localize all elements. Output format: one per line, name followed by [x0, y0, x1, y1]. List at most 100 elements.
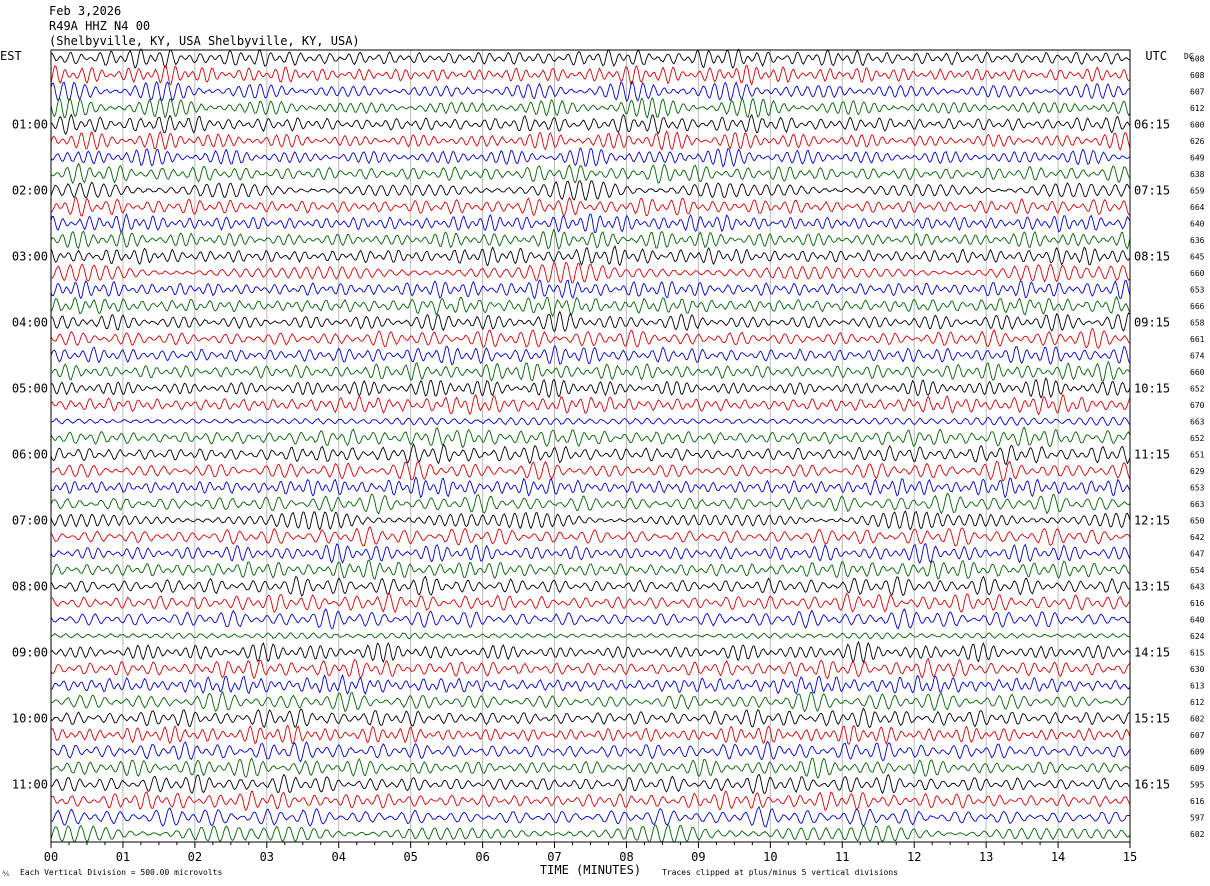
dc-offset-value: 616: [1190, 599, 1205, 608]
seismic-trace: [50, 608, 1131, 630]
dc-offset-value: 626: [1190, 137, 1205, 146]
x-tick-label: 12: [907, 850, 921, 864]
seismic-trace: [50, 805, 1130, 828]
seismic-trace: [50, 707, 1130, 729]
date-label: Feb 3,2026: [49, 4, 122, 18]
dc-offset-value: 612: [1190, 698, 1205, 707]
x-tick-label: 02: [188, 850, 202, 864]
dc-offset-value: 640: [1190, 219, 1205, 228]
dc-offset-value: 663: [1190, 417, 1205, 426]
dc-offset-value: 608: [1190, 71, 1205, 80]
seismic-trace: [50, 790, 1131, 811]
seismic-trace: [50, 394, 1131, 416]
right-hour-label: 12:15: [1134, 513, 1170, 527]
right-hour-label: 07:15: [1134, 183, 1170, 197]
dc-offset-value: 613: [1190, 681, 1205, 690]
left-hour-label: 03:00: [12, 249, 48, 263]
x-tick-label: 00: [44, 850, 58, 864]
x-tick-label: 09: [691, 850, 705, 864]
seismic-trace: [50, 295, 1131, 318]
seismic-trace: [50, 416, 1131, 427]
seismic-trace: [50, 213, 1131, 233]
seismic-trace: [50, 180, 1131, 201]
seismic-trace: [50, 48, 1131, 69]
dc-offset-value: 659: [1190, 186, 1205, 195]
seismic-trace: [50, 80, 1131, 103]
dc-offset-value: 642: [1190, 533, 1205, 542]
seismic-trace: [50, 360, 1131, 382]
seismic-trace: [50, 460, 1131, 482]
dc-offset-value: 653: [1190, 483, 1205, 492]
dc-offset-value: 602: [1190, 714, 1205, 723]
x-tick-label: 11: [835, 850, 849, 864]
dc-label: DC: [1184, 52, 1194, 61]
dc-offset-value: 609: [1190, 747, 1205, 756]
right-hour-label: 11:15: [1134, 447, 1170, 461]
seismic-trace: [50, 96, 1131, 119]
dc-offset-value: 660: [1190, 368, 1205, 377]
dc-offset-value: 595: [1190, 780, 1205, 789]
dc-offset-value: 608: [1190, 54, 1205, 63]
seismic-trace: [50, 377, 1131, 399]
x-tick-label: 13: [979, 850, 993, 864]
dc-offset-value: 640: [1190, 615, 1205, 624]
seismic-trace: [50, 327, 1131, 349]
seismic-trace: [50, 510, 1131, 531]
right-hour-label: 06:15: [1134, 117, 1170, 131]
right-hour-label: 10:15: [1134, 381, 1170, 395]
dc-offset-value: 630: [1190, 665, 1205, 674]
seismic-trace: [50, 640, 1131, 664]
seismic-trace: [50, 657, 1131, 680]
dc-offset-value: 615: [1190, 648, 1205, 657]
x-tick-label: 10: [763, 850, 777, 864]
x-tick-label: 04: [332, 850, 346, 864]
seismic-trace: [50, 261, 1131, 284]
plot-frame: [50, 49, 1131, 843]
dc-offset-value: 652: [1190, 434, 1205, 443]
x-tick-label: 08: [619, 850, 633, 864]
seismic-trace: [50, 559, 1131, 580]
seismic-trace: [50, 147, 1131, 168]
seismic-trace: [50, 245, 1131, 267]
seismic-trace: [50, 824, 1131, 843]
dc-offset-value: 654: [1190, 566, 1205, 575]
dc-offset-value: 652: [1190, 384, 1205, 393]
left-hour-label: 02:00: [12, 183, 48, 197]
dc-offset-value: 607: [1190, 731, 1205, 740]
dc-offset-value: 638: [1190, 170, 1205, 179]
dc-offset-value: 600: [1190, 120, 1205, 129]
seismic-trace: [50, 632, 1130, 640]
dc-offset-value: 663: [1190, 500, 1205, 509]
x-tick-label: 07: [547, 850, 561, 864]
dc-offset-value: 666: [1190, 302, 1205, 311]
dc-offset-value: 660: [1190, 269, 1205, 278]
seismic-trace: [50, 113, 1131, 135]
dc-offset-value: 645: [1190, 252, 1205, 261]
dc-offset-value: 597: [1190, 813, 1205, 822]
dc-offset-value: 612: [1190, 104, 1205, 113]
seismic-trace: [50, 196, 1130, 217]
seismic-trace: [50, 310, 1131, 332]
dc-offset-value: 664: [1190, 203, 1205, 212]
right-hour-label: 16:15: [1134, 777, 1170, 791]
dc-offset-value: 647: [1190, 549, 1205, 558]
left-hour-label: 09:00: [12, 645, 48, 659]
x-tick-label: 15: [1123, 850, 1137, 864]
left-hour-label: 04:00: [12, 315, 48, 329]
seismic-trace: [50, 690, 1131, 713]
seismic-trace: [50, 279, 1131, 300]
dc-offset-value: 624: [1190, 632, 1205, 641]
seismic-trace: [50, 673, 1131, 695]
seismic-trace: [50, 426, 1131, 449]
seismic-trace: [50, 543, 1131, 564]
x-tick-label: 05: [403, 850, 417, 864]
dc-offset-value: 649: [1190, 153, 1205, 162]
x-tick-label: 06: [475, 850, 489, 864]
left-hour-label: 06:00: [12, 447, 48, 461]
right-hour-label: 14:15: [1134, 645, 1170, 659]
right-hour-label: 13:15: [1134, 579, 1170, 593]
right-hour-label: 08:15: [1134, 249, 1170, 263]
left-hour-label: 07:00: [12, 513, 48, 527]
dc-offset-value: 607: [1190, 87, 1205, 96]
